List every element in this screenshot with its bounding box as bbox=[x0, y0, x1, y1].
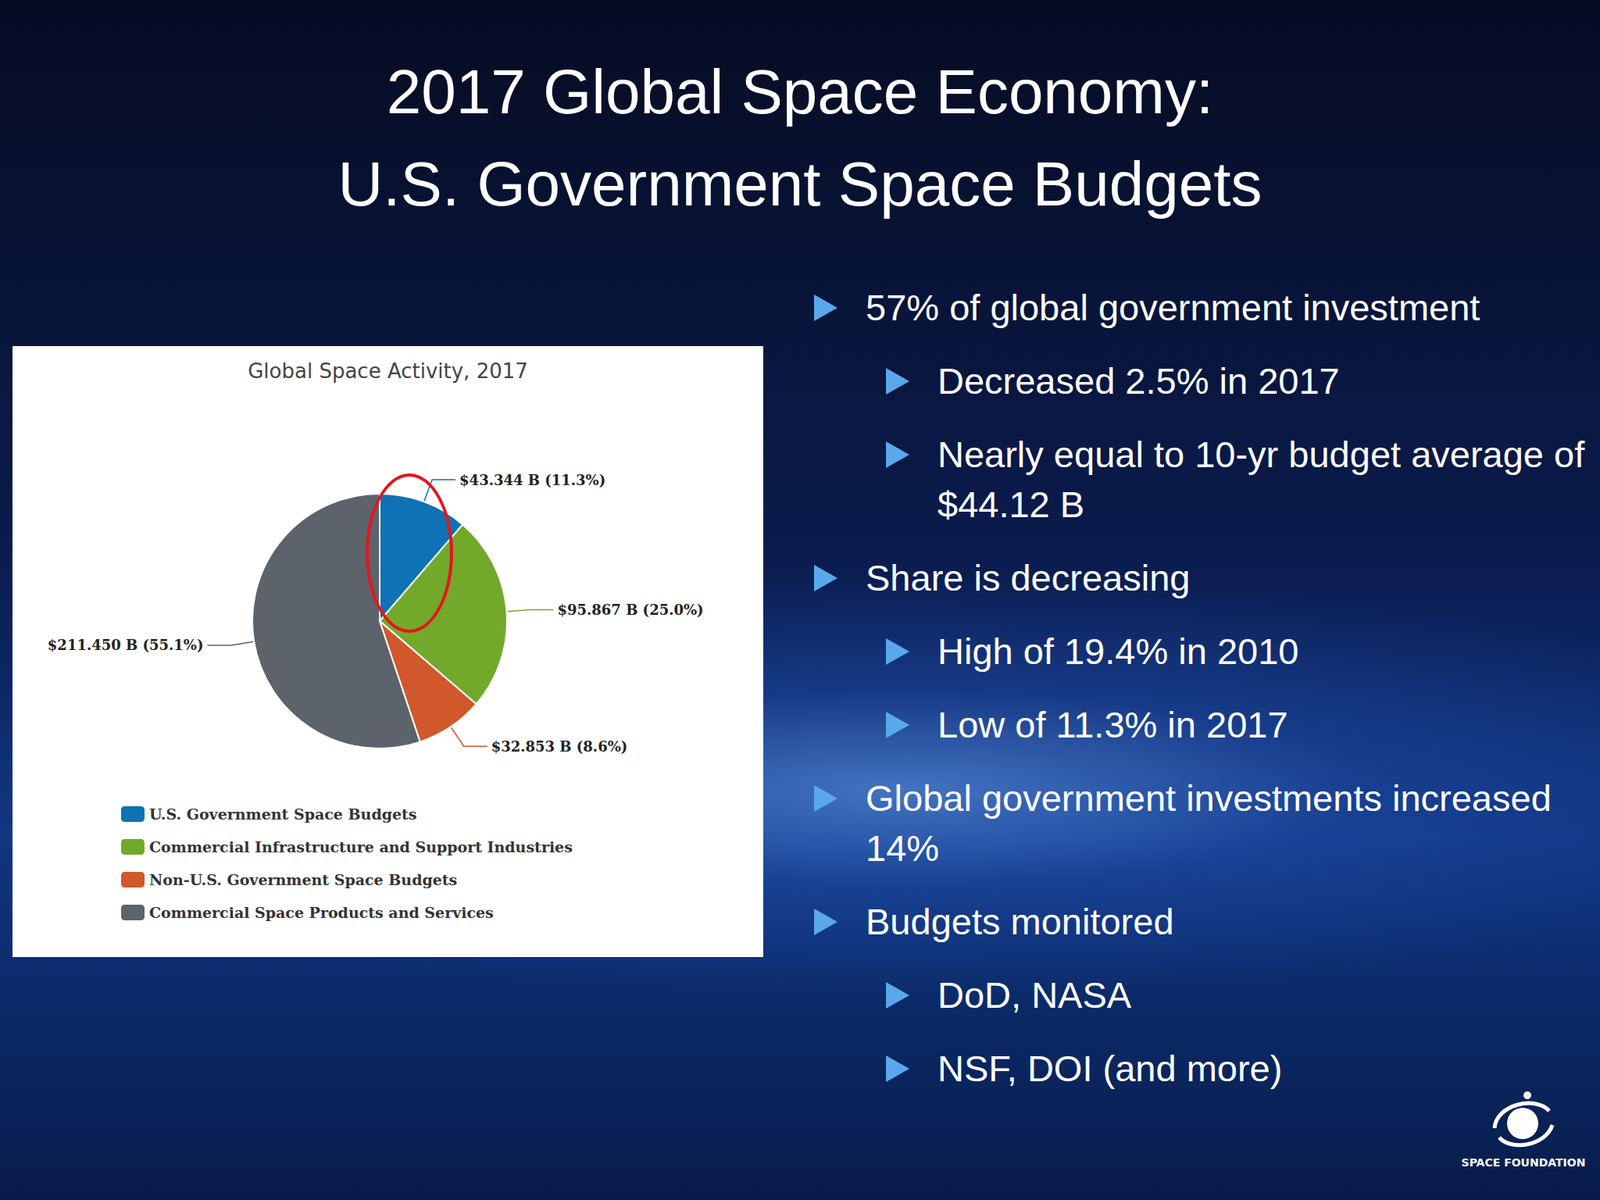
html-text:NSF, DOI (and more): NSF, DOI (and more) bbox=[937, 1047, 1283, 1090]
html-text:High of 19.4% in 2010: High of 19.4% in 2010 bbox=[937, 630, 1299, 672]
html-text:Nearly equal to 10-yr budget a: Nearly equal to 10-yr budget average of … bbox=[937, 433, 1585, 525]
svg-text:$32.853 B (8.6%): $32.853 B (8.6%) bbox=[491, 738, 629, 755]
html-text:2017 Global Space Economy:: 2017 Global Space Economy: bbox=[386, 57, 1214, 127]
svg-text:Global Space Activity, 2017: Global Space Activity, 2017 bbox=[247, 359, 529, 383]
html-text:SPACE FOUNDATION: SPACE FOUNDATION bbox=[1461, 1156, 1586, 1169]
svg-text:$95.867 B (25.0%): $95.867 B (25.0%) bbox=[557, 601, 704, 618]
svg-text:$211.450 B (55.1%): $211.450 B (55.1%) bbox=[47, 636, 204, 654]
svg-text:Non-U.S. Government Space Budg: Non-U.S. Government Space Budgets bbox=[149, 871, 458, 889]
html-text:Share is decreasing: Share is decreasing bbox=[865, 557, 1191, 599]
html-text:Budgets monitored: Budgets monitored bbox=[865, 900, 1174, 943]
svg-text:U.S. Government Space Budgets: U.S. Government Space Budgets bbox=[149, 805, 418, 823]
html-text:Low of 11.3% in 2017: Low of 11.3% in 2017 bbox=[937, 703, 1288, 746]
html-text:U.S. Government Space Budgets: U.S. Government Space Budgets bbox=[337, 149, 1263, 219]
svg-text:Commercial Space Products and: Commercial Space Products and Services bbox=[149, 903, 494, 922]
html-text:Global government investments: Global government investments increased … bbox=[865, 777, 1552, 869]
html-text:57% of global government inves: 57% of global government investment bbox=[865, 286, 1480, 329]
svg-text:$43.344 B (11.3%): $43.344 B (11.3%) bbox=[459, 471, 606, 489]
svg-text:Commercial Infrastructure and: Commercial Infrastructure and Support In… bbox=[149, 838, 573, 856]
html-text:DoD, NASA: DoD, NASA bbox=[937, 974, 1132, 1016]
html-text:Decreased 2.5% in 2017: Decreased 2.5% in 2017 bbox=[937, 360, 1340, 402]
